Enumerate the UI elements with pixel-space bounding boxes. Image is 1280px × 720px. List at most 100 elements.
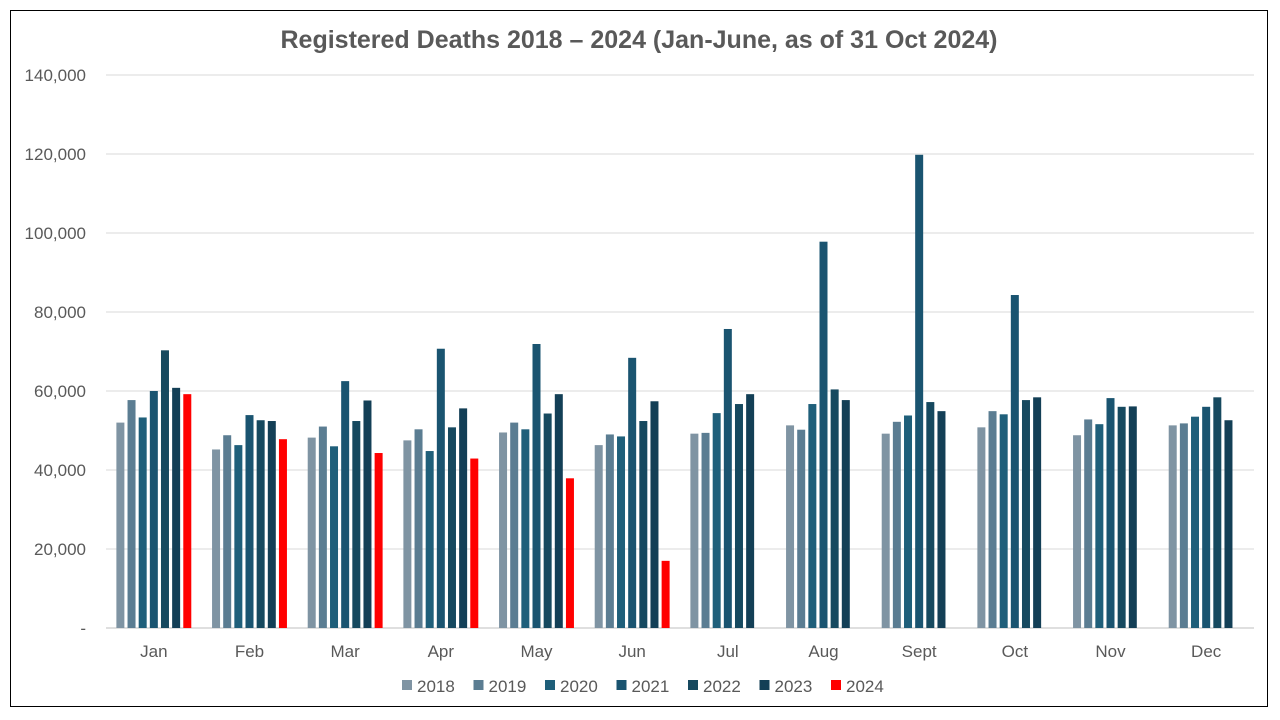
bar-apr-2020 (425, 451, 434, 628)
bar-nov-2022 (1117, 406, 1126, 628)
bar-feb-2021 (245, 415, 254, 628)
bar-jul-2021 (723, 328, 732, 628)
bar-jun-2019 (605, 434, 614, 628)
bar-jan-2022 (160, 350, 169, 628)
x-tick-label: Mar (331, 642, 361, 661)
bar-feb-2018 (212, 449, 221, 628)
x-tick-label: Apr (428, 642, 455, 661)
y-tick-label: - (80, 619, 86, 638)
bar-nov-2018 (1073, 435, 1082, 628)
bar-mar-2021 (341, 381, 350, 628)
legend-swatch-2019 (473, 680, 484, 690)
legend-swatch-2024 (831, 680, 841, 690)
bar-mar-2024 (374, 453, 383, 628)
x-tick-label: Jun (618, 642, 645, 661)
x-tick-label: Jan (140, 642, 167, 661)
bar-mar-2023 (363, 400, 372, 628)
bar-apr-2019 (414, 429, 423, 628)
bar-dec-2022 (1213, 397, 1222, 628)
bar-nov-2023 (1128, 406, 1137, 628)
bar-feb-2023 (267, 421, 276, 628)
bar-oct-2019 (988, 411, 997, 628)
bar-may-2024 (565, 478, 574, 628)
bar-jul-2023 (746, 394, 755, 628)
legend-swatch-2021 (616, 680, 627, 690)
legend-label-2022: 2022 (703, 677, 741, 696)
bar-jan-2024 (183, 394, 192, 628)
bar-sept-2020 (904, 415, 913, 628)
bar-jun-2022 (639, 421, 648, 628)
legend-label-2020: 2020 (560, 677, 598, 696)
bar-jan-2021 (149, 391, 158, 628)
legend-label-2021: 2021 (632, 677, 670, 696)
x-tick-label: Feb (235, 642, 264, 661)
bar-jun-2023 (650, 401, 659, 628)
legend-swatch-2022 (688, 680, 698, 690)
gridlines (106, 74, 1254, 629)
bar-jan-2019 (127, 400, 136, 628)
x-tick-label: Oct (1002, 642, 1029, 661)
x-tick-label: Sept (902, 642, 937, 661)
bar-dec-2018 (1168, 425, 1177, 628)
bar-jun-2018 (594, 445, 603, 628)
bar-apr-2023 (459, 408, 468, 628)
bar-apr-2021 (436, 348, 445, 628)
bar-aug-2020 (808, 404, 817, 628)
x-tick-label: Nov (1095, 642, 1126, 661)
bar-oct-2018 (977, 427, 986, 628)
bar-jul-2020 (712, 413, 721, 628)
bars (116, 154, 1233, 629)
bar-mar-2019 (318, 426, 327, 628)
bar-may-2023 (554, 394, 563, 628)
y-tick-label: 40,000 (34, 461, 86, 480)
bar-feb-2024 (278, 439, 287, 628)
bar-sept-2018 (881, 433, 890, 628)
bar-may-2020 (521, 429, 530, 628)
y-tick-label: 80,000 (34, 303, 86, 322)
bar-jun-2020 (617, 436, 626, 628)
bar-nov-2021 (1106, 398, 1115, 628)
chart-title: Registered Deaths 2018 – 2024 (Jan-June,… (280, 26, 997, 54)
bar-aug-2023 (841, 400, 850, 628)
bar-nov-2019 (1084, 419, 1093, 628)
bar-apr-2024 (470, 458, 479, 628)
bar-feb-2019 (223, 435, 232, 628)
bar-may-2018 (499, 432, 508, 628)
x-tick-label: Jul (717, 642, 739, 661)
bar-jan-2018 (116, 422, 125, 628)
bar-jan-2023 (172, 387, 181, 628)
bar-sept-2019 (892, 421, 901, 628)
bar-may-2019 (510, 422, 519, 628)
x-tick-label: Dec (1191, 642, 1222, 661)
bar-aug-2019 (797, 429, 806, 628)
bar-feb-2022 (256, 420, 265, 628)
y-axis-ticks: - 20,000 40,000 60,000 80,000 100,000 120,000 1… (25, 66, 86, 638)
y-tick-label: 100,000 (25, 224, 86, 243)
bar-oct-2020 (999, 414, 1008, 628)
y-tick-label: 120,000 (25, 145, 86, 164)
legend: 2018 2019 2020 2021 2022 2023 2024 (402, 677, 884, 696)
bar-jul-2022 (734, 404, 743, 628)
legend-swatch-2023 (759, 680, 770, 690)
bar-feb-2020 (234, 445, 243, 628)
bar-aug-2021 (819, 241, 828, 628)
bar-jan-2020 (138, 417, 147, 628)
legend-label-2019: 2019 (489, 677, 527, 696)
x-tick-label: May (520, 642, 553, 661)
bar-dec-2020 (1191, 416, 1200, 628)
bar-sept-2021 (915, 154, 924, 629)
bar-jun-2021 (628, 357, 637, 628)
bar-mar-2018 (307, 437, 316, 628)
bar-jul-2018 (690, 433, 699, 628)
legend-label-2023: 2023 (775, 677, 813, 696)
bar-oct-2022 (1021, 400, 1030, 628)
y-tick-label: 140,000 (25, 66, 86, 85)
bar-may-2022 (543, 413, 552, 628)
bar-sept-2023 (937, 411, 946, 628)
bar-jun-2024 (661, 560, 670, 628)
y-tick-label: 60,000 (34, 382, 86, 401)
x-tick-label: Aug (808, 642, 838, 661)
bar-nov-2020 (1095, 424, 1104, 628)
legend-label-2024: 2024 (846, 677, 884, 696)
bar-sept-2022 (926, 402, 935, 628)
